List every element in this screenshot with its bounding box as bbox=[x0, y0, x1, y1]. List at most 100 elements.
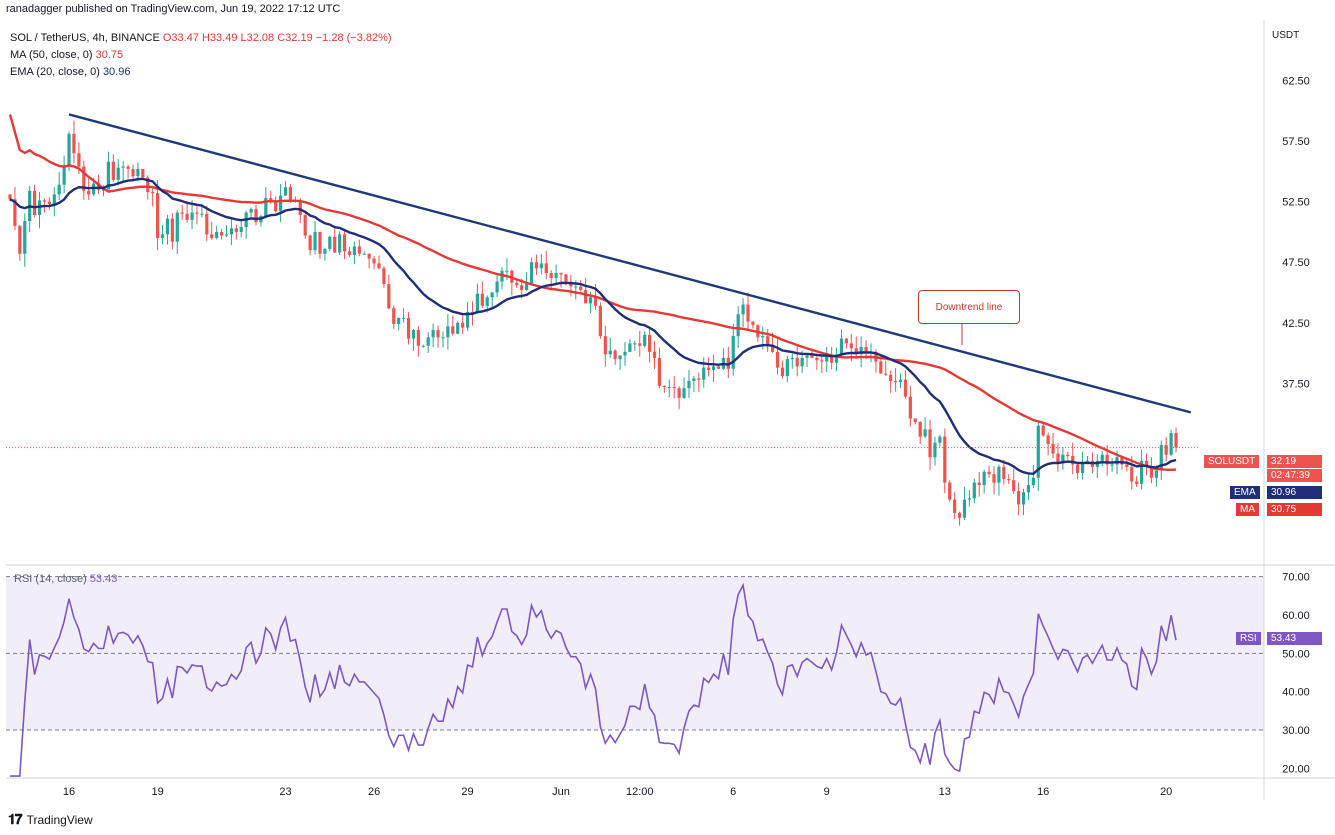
candle-body bbox=[283, 187, 288, 196]
candle-body bbox=[126, 166, 130, 169]
rsi-legend-label: RSI (14, close) bbox=[14, 573, 87, 585]
candle-body bbox=[352, 246, 356, 255]
legend-ohlc: O33.47 H33.49 L32.08 C32.19 −1.28 (−3.82… bbox=[162, 32, 392, 44]
legend-ema-row[interactable]: EMA (20, close, 0) 30.96 bbox=[10, 64, 392, 81]
candle-body bbox=[52, 194, 56, 205]
candle-body bbox=[13, 199, 17, 226]
ema-tag: EMA bbox=[1230, 486, 1260, 499]
candle-body bbox=[889, 374, 893, 381]
candle-body bbox=[1066, 454, 1070, 456]
candle-body bbox=[741, 304, 745, 315]
candle-body bbox=[913, 418, 917, 423]
candle-body bbox=[761, 336, 765, 338]
candle-body bbox=[392, 308, 396, 324]
candle-body bbox=[313, 231, 317, 251]
candle-body bbox=[116, 167, 120, 180]
time-tick-label: Jun bbox=[552, 786, 570, 798]
candle-body bbox=[1154, 470, 1158, 478]
publisher-line: ranadagger published on TradingView.com,… bbox=[6, 3, 341, 15]
candle-body bbox=[426, 337, 430, 346]
candle-body bbox=[461, 322, 465, 328]
candle-body bbox=[446, 326, 450, 338]
candle-body bbox=[77, 153, 81, 167]
legend-symbol-row: SOL / TetherUS, 4h, BINANCE O33.47 H33.4… bbox=[10, 30, 392, 47]
candle-body bbox=[957, 512, 962, 518]
candle-body bbox=[525, 284, 529, 291]
candle-body bbox=[682, 388, 686, 398]
candle-body bbox=[1031, 477, 1035, 486]
candle-body bbox=[844, 338, 848, 344]
candle-body bbox=[1017, 491, 1021, 505]
candle-body bbox=[1007, 479, 1011, 481]
candle-body bbox=[652, 351, 657, 358]
downtrend-line bbox=[68, 113, 1192, 414]
candle-body bbox=[1021, 492, 1026, 505]
downtrend-line-callout[interactable]: Downtrend line bbox=[918, 290, 1020, 324]
rsi-legend[interactable]: RSI (14, close) 53.43 bbox=[14, 573, 117, 585]
candle-body bbox=[923, 429, 927, 437]
ema-20-line bbox=[9, 177, 1177, 476]
candle-body bbox=[1110, 464, 1114, 466]
candle-body bbox=[898, 379, 903, 383]
downtrend-line-group bbox=[68, 113, 1192, 414]
candle-body bbox=[338, 234, 342, 253]
candle-body bbox=[33, 190, 37, 215]
candle-body bbox=[205, 213, 209, 235]
candle-body bbox=[839, 338, 844, 355]
time-tick-label: 26 bbox=[368, 786, 380, 798]
time-tick-label: 6 bbox=[730, 786, 736, 798]
candle-body bbox=[962, 499, 967, 518]
candle-body bbox=[431, 330, 435, 338]
candle-body bbox=[771, 344, 775, 352]
candle-body bbox=[903, 379, 908, 397]
candle-body bbox=[775, 351, 780, 368]
candle-body bbox=[780, 367, 785, 377]
rsi-line bbox=[10, 582, 1177, 777]
candle-body bbox=[928, 429, 932, 458]
price-tick-label: 52.50 bbox=[1282, 197, 1310, 209]
candle-body bbox=[1140, 460, 1144, 484]
rsi-band-fill bbox=[6, 576, 1264, 731]
candle-body bbox=[849, 343, 853, 349]
candle-body bbox=[72, 133, 76, 154]
rsi-legend-value: 53.43 bbox=[89, 573, 118, 585]
candle-body bbox=[1041, 425, 1045, 436]
candle-body bbox=[711, 366, 716, 371]
candle-body bbox=[667, 386, 671, 388]
candle-body bbox=[953, 499, 957, 513]
candle-body bbox=[357, 246, 361, 254]
candle-body bbox=[1115, 457, 1119, 465]
candle-body bbox=[815, 357, 819, 361]
candle-body bbox=[1144, 460, 1149, 467]
ma-50-line bbox=[8, 114, 1177, 472]
candle-body bbox=[515, 282, 519, 286]
candle-body bbox=[249, 208, 253, 213]
time-tick-label: 29 bbox=[461, 786, 473, 798]
candle-body bbox=[57, 184, 61, 195]
candle-body bbox=[716, 366, 721, 369]
rsi-tag: RSI bbox=[1236, 632, 1261, 645]
candle-body bbox=[23, 221, 27, 254]
candle-body bbox=[603, 336, 607, 355]
time-tick-label: 16 bbox=[1037, 786, 1049, 798]
rsi-tick-label: 50.00 bbox=[1282, 648, 1310, 660]
candle-body bbox=[347, 251, 352, 255]
candle-body bbox=[1056, 453, 1060, 464]
candle-body bbox=[82, 166, 86, 191]
candle-body bbox=[436, 330, 440, 338]
candle-body bbox=[495, 281, 499, 293]
candle-body bbox=[1036, 425, 1040, 478]
candle-body bbox=[584, 290, 588, 304]
candle-body bbox=[544, 263, 548, 274]
candle-body bbox=[111, 161, 115, 180]
legend-ma-row[interactable]: MA (50, close, 0) 30.75 bbox=[10, 47, 392, 64]
candle-body bbox=[938, 436, 942, 443]
time-tick-label: 12:00 bbox=[626, 786, 654, 798]
rsi-pane bbox=[6, 576, 1264, 777]
axes: 62.50 57.50 52.50 47.50 42.50 37.50 16 19 23 26 29… bbox=[6, 20, 1335, 800]
candle-body bbox=[834, 354, 839, 363]
candle-body bbox=[1130, 466, 1134, 482]
rsi-tick-label: 30.00 bbox=[1282, 725, 1310, 737]
candle-body bbox=[1046, 435, 1050, 444]
